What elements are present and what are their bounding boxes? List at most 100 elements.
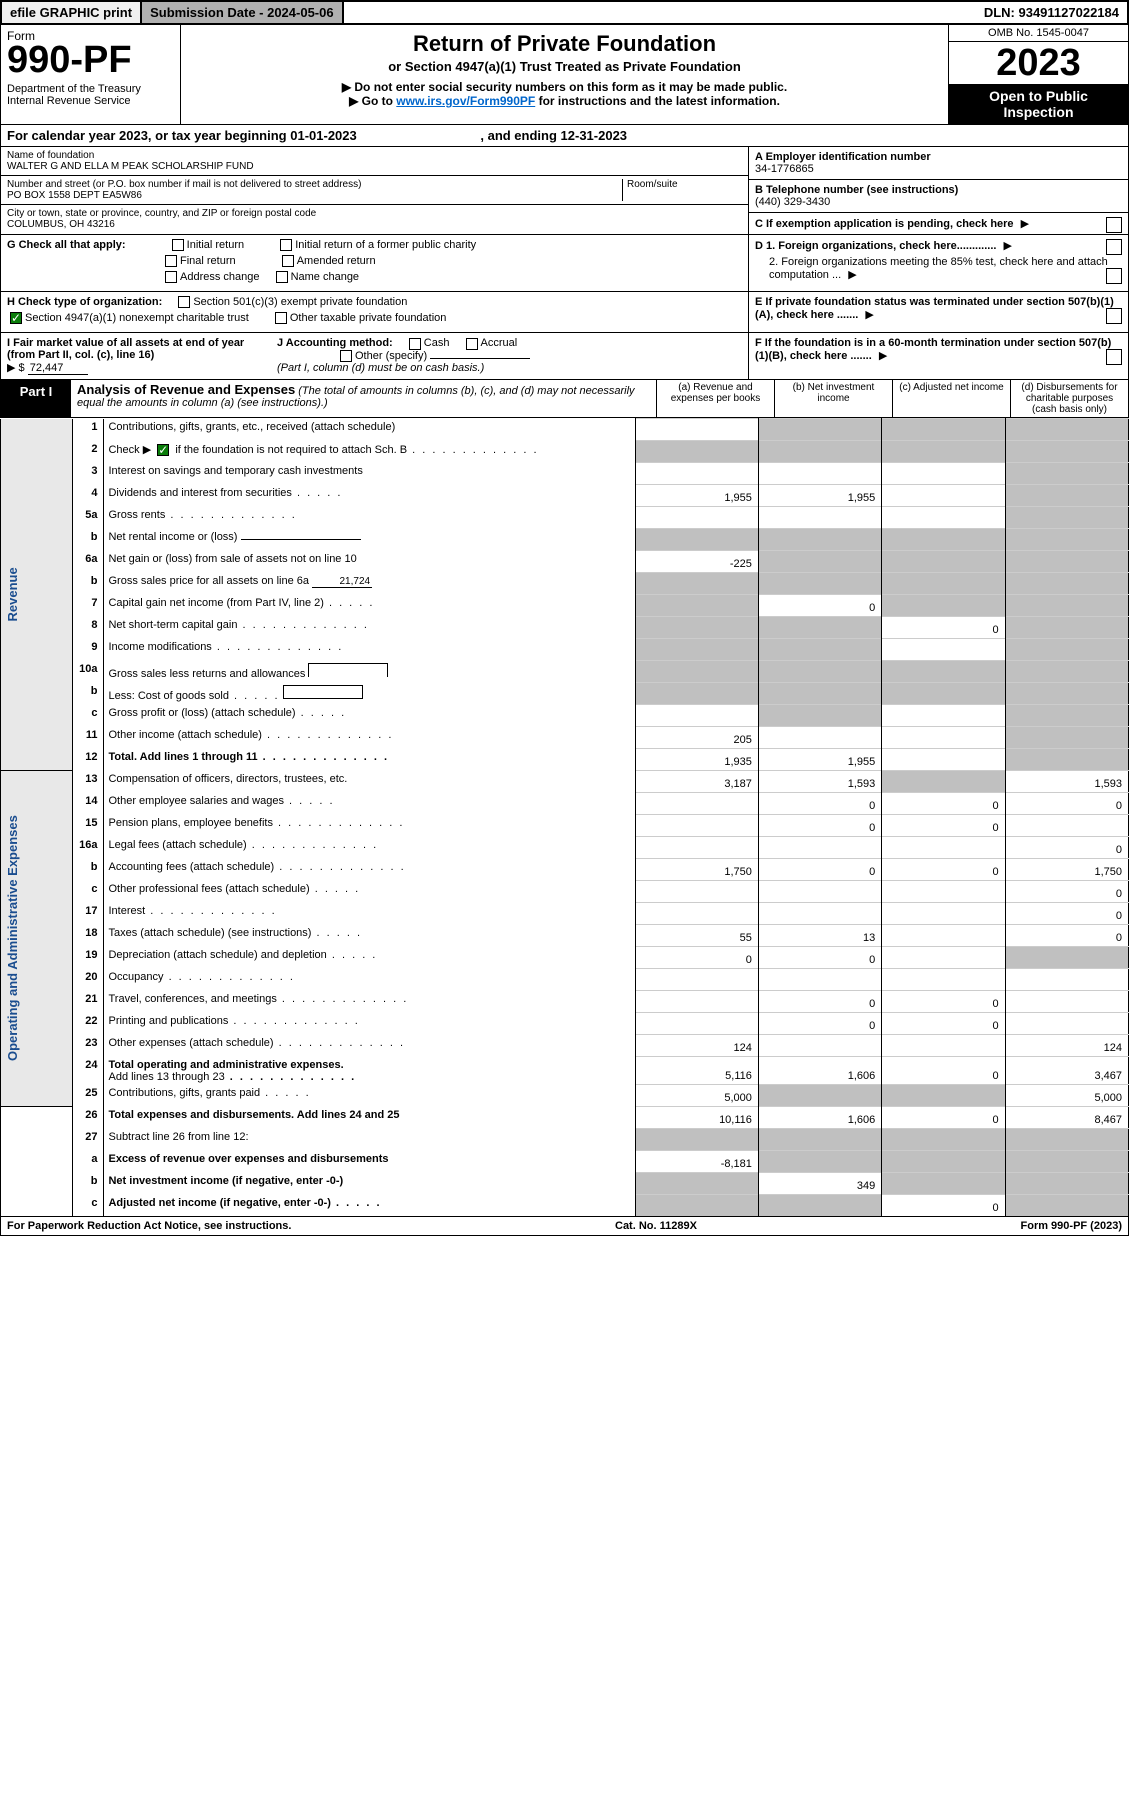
- g-name-checkbox[interactable]: [276, 271, 288, 283]
- table-row: 26Total expenses and disbursements. Add …: [1, 1107, 1129, 1129]
- table-row: bNet rental income or (loss): [1, 529, 1129, 551]
- form-title: Return of Private Foundation: [191, 31, 938, 57]
- table-row: 9Income modifications: [1, 639, 1129, 661]
- c-label: C If exemption application is pending, c…: [755, 218, 1014, 230]
- tel-value: (440) 329-3430: [755, 196, 1122, 208]
- arrow-icon: ▶: [1021, 217, 1029, 230]
- j-other-checkbox[interactable]: [340, 350, 352, 362]
- checks-row-h: H Check type of organization: Section 50…: [0, 292, 1129, 333]
- i-value: 72,447: [28, 362, 88, 375]
- foundation-name: WALTER G AND ELLA M PEAK SCHOLARSHIP FUN…: [7, 161, 742, 172]
- row-10b-desc: Less: Cost of goods sold: [104, 683, 635, 705]
- row-20-desc: Occupancy: [104, 969, 635, 991]
- table-row: 19Depreciation (attach schedule) and dep…: [1, 947, 1129, 969]
- row-14-desc: Other employee salaries and wages: [104, 793, 635, 815]
- d1-label: D 1. Foreign organizations, check here..…: [755, 240, 996, 252]
- table-row: 8Net short-term capital gain0: [1, 617, 1129, 639]
- h-other-checkbox[interactable]: [275, 312, 287, 324]
- form-subtitle: or Section 4947(a)(1) Trust Treated as P…: [191, 59, 938, 74]
- table-row: 2 Check ▶ if the foundation is not requi…: [1, 441, 1129, 463]
- row-24-desc: Total operating and administrative expen…: [104, 1057, 635, 1085]
- city-cell: City or town, state or province, country…: [1, 205, 748, 233]
- table-row: 11Other income (attach schedule)205: [1, 727, 1129, 749]
- row-5a-desc: Gross rents: [104, 507, 635, 529]
- part1-title: Analysis of Revenue and Expenses: [77, 382, 295, 397]
- d1-checkbox[interactable]: [1106, 239, 1122, 255]
- tax-year: 2023: [949, 42, 1128, 84]
- checks-row-ij: I Fair market value of all assets at end…: [0, 333, 1129, 380]
- row-5b-desc: Net rental income or (loss): [104, 529, 635, 551]
- section-c-cell: C If exemption application is pending, c…: [749, 213, 1128, 234]
- address-cell: Number and street (or P.O. box number if…: [1, 176, 748, 205]
- row-27a-desc: Excess of revenue over expenses and disb…: [104, 1151, 635, 1173]
- goto-suffix: for instructions and the latest informat…: [535, 94, 780, 108]
- e-checkbox[interactable]: [1106, 308, 1122, 324]
- row-27-desc: Subtract line 26 from line 12:: [104, 1129, 635, 1151]
- row-11-desc: Other income (attach schedule): [104, 727, 635, 749]
- h-label: H Check type of organization:: [7, 296, 162, 308]
- f-checkbox[interactable]: [1106, 349, 1122, 365]
- info-grid-1: Name of foundation WALTER G AND ELLA M P…: [0, 147, 1129, 235]
- j-cash-checkbox[interactable]: [409, 338, 421, 350]
- sch-b-checkbox[interactable]: [157, 444, 169, 456]
- h-501c3-checkbox[interactable]: [178, 296, 190, 308]
- dln-label: DLN: 93491127022184: [976, 2, 1127, 23]
- name-label: Name of foundation: [7, 150, 742, 161]
- row-6a-desc: Net gain or (loss) from sale of assets n…: [104, 551, 635, 573]
- col-d-header: (d) Disbursements for charitable purpose…: [1010, 380, 1128, 417]
- g-final-checkbox[interactable]: [165, 255, 177, 267]
- row-10a-desc: Gross sales less returns and allowances: [104, 661, 635, 683]
- foundation-name-cell: Name of foundation WALTER G AND ELLA M P…: [1, 147, 748, 176]
- c-checkbox[interactable]: [1106, 217, 1122, 233]
- table-row: 6aNet gain or (loss) from sale of assets…: [1, 551, 1129, 573]
- row-16c-desc: Other professional fees (attach schedule…: [104, 881, 635, 903]
- j-accrual-checkbox[interactable]: [466, 338, 478, 350]
- g-name-label: Name change: [291, 271, 360, 283]
- page-footer: For Paperwork Reduction Act Notice, see …: [0, 1217, 1129, 1236]
- j-other-label: Other (specify): [355, 350, 427, 362]
- row-22-desc: Printing and publications: [104, 1013, 635, 1035]
- form-header: Form 990-PF Department of the Treasury I…: [0, 25, 1129, 125]
- f-label: F If the foundation is in a 60-month ter…: [755, 337, 1111, 362]
- department-label: Department of the Treasury Internal Reve…: [7, 83, 174, 107]
- h-4947-label: Section 4947(a)(1) nonexempt charitable …: [25, 312, 249, 324]
- calyear-prefix: For calendar year 2023, or tax year begi…: [7, 128, 290, 143]
- table-row: 7Capital gain net income (from Part IV, …: [1, 595, 1129, 617]
- table-row: 12Total. Add lines 1 through 111,9351,95…: [1, 749, 1129, 771]
- table-row: cAdjusted net income (if negative, enter…: [1, 1195, 1129, 1217]
- part1-title-cell: Analysis of Revenue and Expenses (The to…: [71, 380, 656, 417]
- row-13-desc: Compensation of officers, directors, tru…: [104, 771, 635, 793]
- row-2-desc: Check ▶ if the foundation is not require…: [104, 441, 635, 463]
- h-4947-checkbox[interactable]: [10, 312, 22, 324]
- irs-link[interactable]: www.irs.gov/Form990PF: [396, 94, 535, 108]
- header-left: Form 990-PF Department of the Treasury I…: [1, 25, 181, 124]
- h-501c3-label: Section 501(c)(3) exempt private foundat…: [193, 296, 407, 308]
- calyear-begin: 01-01-2023: [290, 128, 357, 143]
- row-12-desc: Total. Add lines 1 through 11: [104, 749, 635, 771]
- col-b-header: (b) Net investment income: [774, 380, 892, 417]
- table-row: bLess: Cost of goods sold: [1, 683, 1129, 705]
- efile-print-button[interactable]: efile GRAPHIC print: [2, 2, 142, 23]
- telephone-cell: B Telephone number (see instructions) (4…: [749, 180, 1128, 213]
- g-amended-checkbox[interactable]: [282, 255, 294, 267]
- table-row: 23Other expenses (attach schedule)124124: [1, 1035, 1129, 1057]
- d2-checkbox[interactable]: [1106, 268, 1122, 284]
- row-15-desc: Pension plans, employee benefits: [104, 815, 635, 837]
- address-label: Number and street (or P.O. box number if…: [7, 179, 622, 190]
- part1-columns: (a) Revenue and expenses per books (b) N…: [656, 380, 1128, 417]
- g-amended-label: Amended return: [297, 255, 376, 267]
- calendar-year-line: For calendar year 2023, or tax year begi…: [0, 125, 1129, 147]
- g-initial-checkbox[interactable]: [172, 239, 184, 251]
- row-8-desc: Net short-term capital gain: [104, 617, 635, 639]
- g-initial-former-checkbox[interactable]: [280, 239, 292, 251]
- g-address-checkbox[interactable]: [165, 271, 177, 283]
- city-label: City or town, state or province, country…: [7, 208, 742, 219]
- part1-header: Part I Analysis of Revenue and Expenses …: [0, 380, 1129, 418]
- tel-label: B Telephone number (see instructions): [755, 184, 1122, 196]
- address-value: PO BOX 1558 DEPT EA5W86: [7, 190, 622, 201]
- i-label: I Fair market value of all assets at end…: [7, 337, 244, 361]
- row-10c-desc: Gross profit or (loss) (attach schedule): [104, 705, 635, 727]
- table-row: Operating and Administrative Expenses 13…: [1, 771, 1129, 793]
- table-row: 20Occupancy: [1, 969, 1129, 991]
- calyear-mid: , and ending: [480, 128, 560, 143]
